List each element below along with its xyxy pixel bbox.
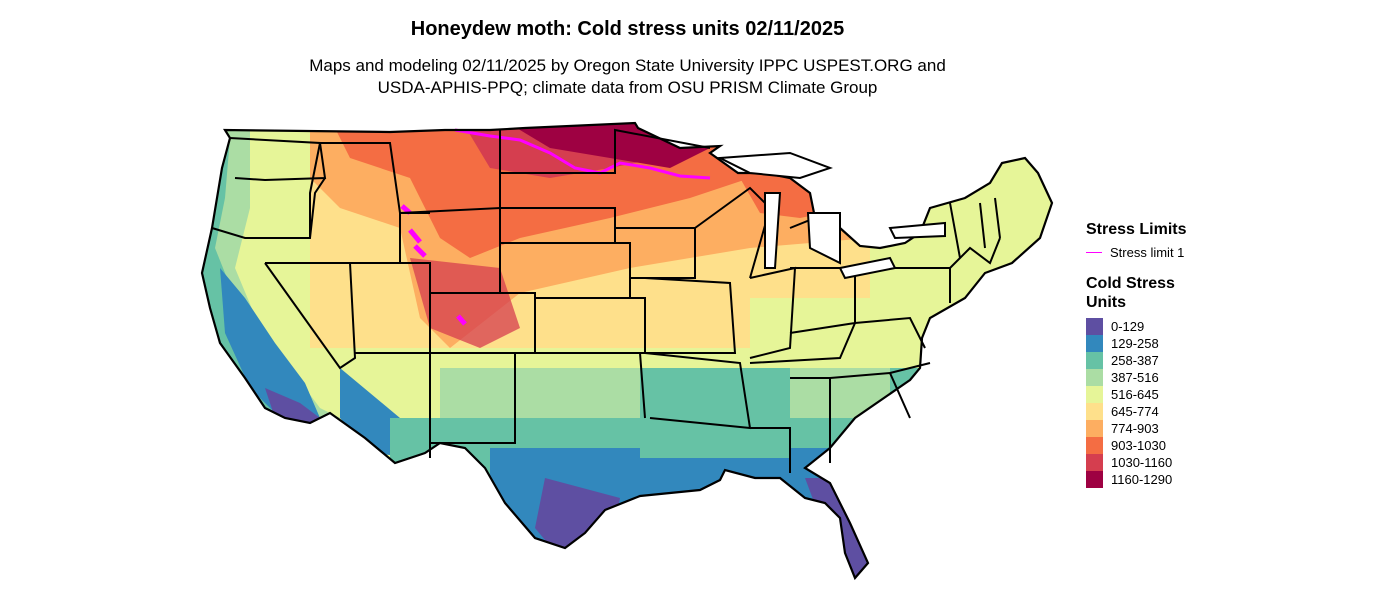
map-subtitle: Maps and modeling 02/11/2025 by Oregon S…	[0, 55, 1255, 99]
legend-item: 1030-1160	[1086, 454, 1386, 471]
stress-limit-1-line	[454, 128, 711, 180]
legend: Stress Limits Stress limit 1 Cold Stress…	[1086, 220, 1386, 488]
map-title: Honeydew moth: Cold stress units 02/11/2…	[410, 18, 845, 40]
zone-california-129	[220, 268, 320, 423]
lake-michigan	[764, 192, 782, 269]
us-map-svg	[200, 121, 1054, 580]
legend-label: 1030-1160	[1111, 455, 1173, 470]
stress-limit-label: Stress limit 1	[1110, 245, 1185, 260]
legend-swatch	[1086, 403, 1103, 420]
legend-swatch	[1086, 352, 1103, 369]
legend-swatch	[1086, 471, 1103, 488]
legend-label: 1160-1290	[1111, 472, 1173, 487]
lake-superior	[716, 151, 833, 180]
legend-item: 129-258	[1086, 335, 1386, 352]
legend-item: 1160-1290	[1086, 471, 1386, 488]
great-lakes	[716, 151, 946, 280]
legend-swatch	[1086, 437, 1103, 454]
lake-erie	[838, 256, 897, 280]
legend-label: 516-645	[1111, 387, 1159, 402]
legend-label: 0-129	[1111, 319, 1145, 334]
stress-limit-1-patches	[400, 204, 467, 326]
legend-swatch	[1086, 386, 1103, 403]
zone-rockies-1030	[410, 258, 520, 348]
legend-label: 645-774	[1111, 404, 1159, 419]
legend-item: 387-516	[1086, 369, 1386, 386]
stress-limits-title: Stress Limits	[1086, 221, 1187, 238]
legend-swatch	[1086, 454, 1103, 471]
stress-limit-swatch	[1086, 252, 1102, 253]
state-boundaries	[211, 128, 1001, 473]
legend-item: 0-129	[1086, 318, 1386, 335]
lake-ontario	[888, 221, 946, 240]
us-map	[190, 118, 1070, 588]
legend-label: 129-258	[1111, 336, 1159, 351]
subtitle-line-2: USDA-APHIS-PPQ; climate data from OSU PR…	[377, 78, 878, 97]
legend-label: 258-387	[1111, 353, 1159, 368]
legend-swatch	[1086, 369, 1103, 386]
legend-label: 387-516	[1111, 370, 1159, 385]
legend-label: 903-1030	[1111, 438, 1166, 453]
legend-item: 903-1030	[1086, 437, 1386, 454]
legend-item: 258-387	[1086, 352, 1386, 369]
legend-item: 645-774	[1086, 403, 1386, 420]
zone-midatlantic-516	[750, 298, 1052, 368]
legend-swatch	[1086, 335, 1103, 352]
subtitle-line-1: Maps and modeling 02/11/2025 by Oregon S…	[309, 56, 946, 75]
zone-southeast-258	[640, 368, 790, 458]
legend-items: 0-129 129-258 258-387 387-516 516-645 645-774…	[1086, 318, 1386, 488]
legend-swatch	[1086, 420, 1103, 437]
legend-swatch	[1086, 318, 1103, 335]
cold-stress-units-title: Cold Stress Units	[1086, 275, 1175, 311]
legend-item: 516-645	[1086, 386, 1386, 403]
legend-label: 774-903	[1111, 421, 1159, 436]
legend-item: 774-903	[1086, 420, 1386, 437]
stress-limit-item: Stress limit 1	[1086, 245, 1386, 260]
lake-huron	[806, 212, 841, 265]
